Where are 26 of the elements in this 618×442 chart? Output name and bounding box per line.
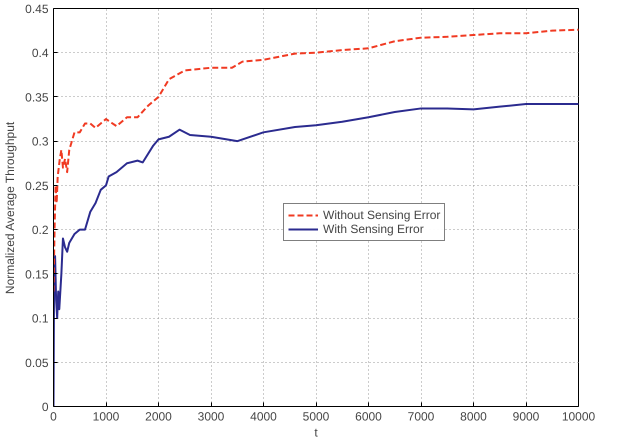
x-tick-label: 5000 [302, 410, 330, 424]
y-tick-label: 0.1 [32, 312, 49, 326]
y-tick-label: 0.35 [25, 90, 49, 104]
line-series [54, 28, 578, 293]
y-tick-label: 0.25 [25, 178, 49, 193]
y-tick-label: 0.4 [32, 46, 49, 60]
legend-label: With Sensing Error [323, 222, 424, 236]
x-tick-label: 7000 [408, 410, 435, 424]
y-tick-label: 0.45 [25, 2, 49, 16]
y-tick-label: 0.15 [25, 267, 49, 282]
x-tick-label: 4000 [250, 410, 278, 424]
x-tick-label: 9000 [512, 410, 540, 424]
x-tick-label: 0 [50, 410, 58, 424]
x-axis-title: t [314, 426, 318, 440]
y-tick-label: 0.2 [32, 223, 49, 238]
x-tick-label: 6000 [355, 410, 382, 424]
x-tick-label: 3000 [198, 410, 225, 424]
y-tick-label: 0 [42, 400, 49, 414]
x-tick-label: 10000 [562, 410, 596, 424]
x-tick-label: 2000 [145, 410, 172, 424]
y-axis-title: Normalized Average Throughput [3, 121, 18, 294]
y-tick-label: 0.3 [32, 134, 49, 149]
y-tick-label: 0.05 [25, 356, 49, 370]
x-tick-label: 8000 [460, 410, 488, 424]
x-tick-label: 1000 [92, 410, 120, 424]
legend-label: Without Sensing Error [323, 208, 440, 222]
